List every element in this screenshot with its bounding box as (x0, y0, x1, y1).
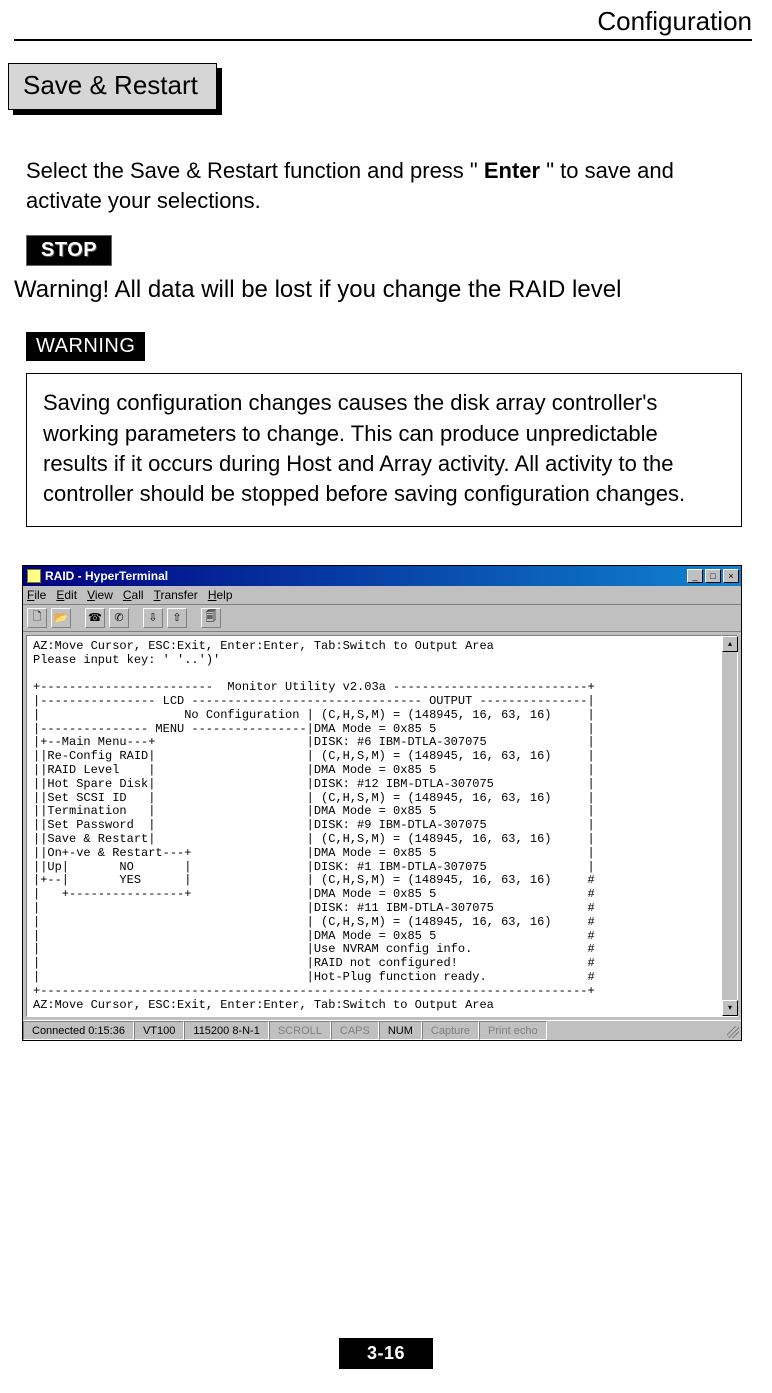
disconnect-icon[interactable]: ✆ (109, 608, 129, 628)
page-number: 3-16 (339, 1338, 433, 1369)
menu-file[interactable]: File (27, 588, 46, 602)
page-root: Configuration Save & Restart Select the … (0, 0, 772, 1393)
menu-transfer[interactable]: Transfer (154, 588, 198, 602)
stop-warning-text: Warning! All data will be lost if you ch… (14, 276, 752, 304)
status-connected: Connected 0:15:36 (23, 1021, 134, 1040)
status-scroll: SCROLL (269, 1021, 331, 1040)
status-port: 115200 8-N-1 (184, 1021, 268, 1040)
toolbar-separator (191, 608, 197, 628)
menu-call[interactable]: Call (123, 588, 144, 602)
app-icon (27, 569, 41, 583)
intro-paragraph: Select the Save & Restart function and p… (14, 156, 752, 215)
terminal-client-area: AZ:Move Cursor, ESC:Exit, Enter:Enter, T… (23, 632, 741, 1021)
hyperterminal-window: RAID - HyperTerminal _ □ × File Edit Vie… (22, 565, 742, 1042)
status-bar: Connected 0:15:36 VT100 115200 8-N-1 SCR… (23, 1020, 741, 1040)
resize-grip[interactable] (723, 1021, 741, 1040)
send-icon[interactable]: ⇩ (143, 608, 163, 628)
properties-icon[interactable]: 🗐 (201, 608, 221, 628)
toolbar: 🗋 📂 ☎ ✆ ⇩ ⇧ 🗐 (23, 605, 741, 632)
vertical-scrollbar[interactable]: ▴ ▾ (722, 635, 738, 1018)
status-num: NUM (379, 1021, 422, 1040)
window-title: RAID - HyperTerminal (45, 569, 687, 583)
menu-bar: File Edit View Call Transfer Help (23, 586, 741, 605)
scroll-down-button[interactable]: ▾ (722, 1000, 738, 1016)
status-printecho: Print echo (479, 1021, 547, 1040)
open-icon[interactable]: 📂 (51, 608, 71, 628)
menu-view[interactable]: View (87, 588, 113, 602)
section-heading-text: Save & Restart (8, 63, 217, 110)
connect-icon[interactable]: ☎ (85, 608, 105, 628)
status-caps: CAPS (331, 1021, 379, 1040)
page-header: Configuration (14, 0, 752, 41)
menu-help[interactable]: Help (208, 588, 233, 602)
toolbar-separator (75, 608, 81, 628)
close-button[interactable]: × (723, 569, 739, 583)
maximize-button[interactable]: □ (705, 569, 721, 583)
page-number-area: 3-16 (0, 1338, 772, 1369)
receive-icon[interactable]: ⇧ (167, 608, 187, 628)
section-heading: Save & Restart (8, 63, 217, 110)
stop-label: STOP (26, 235, 112, 266)
terminal-output[interactable]: AZ:Move Cursor, ESC:Exit, Enter:Enter, T… (26, 635, 722, 1018)
scroll-up-button[interactable]: ▴ (722, 636, 738, 652)
minimize-button[interactable]: _ (687, 569, 703, 583)
status-emulation: VT100 (134, 1021, 184, 1040)
menu-edit[interactable]: Edit (56, 588, 77, 602)
intro-bold: Enter (484, 158, 540, 183)
window-titlebar[interactable]: RAID - HyperTerminal _ □ × (23, 566, 741, 586)
warning-label: WARNING (26, 332, 145, 361)
toolbar-separator (133, 608, 139, 628)
new-icon[interactable]: 🗋 (27, 608, 47, 628)
window-controls: _ □ × (687, 569, 739, 583)
status-capture: Capture (422, 1021, 479, 1040)
warning-box: Saving configuration changes causes the … (26, 373, 742, 526)
intro-pre: Select the Save & Restart function and p… (26, 158, 484, 183)
